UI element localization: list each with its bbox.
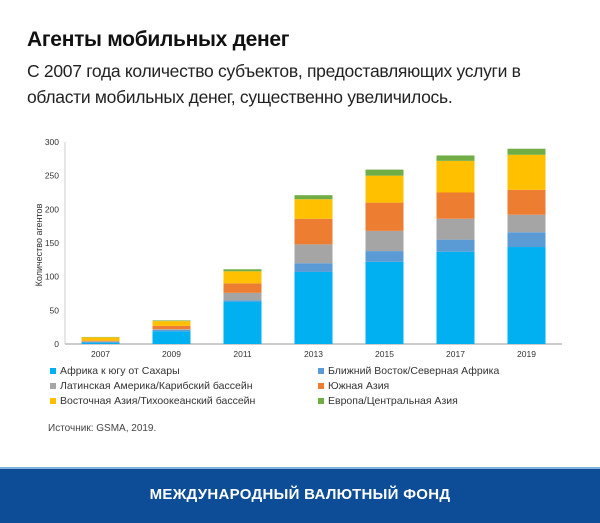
legend-label: Ближний Восток/Северная Африка [328, 365, 500, 377]
legend-label: Восточная Азия/Тихоокеанский бассейн [60, 395, 256, 407]
x-tick-label: 2011 [233, 349, 252, 359]
legend-label: Африка к югу от Сахары [60, 365, 180, 377]
x-tick-label: 2015 [375, 349, 394, 359]
bar-segment-2009-series-0 [152, 331, 191, 344]
bar-segment-2017-series-5 [436, 155, 475, 161]
bar-segment-2009-series-2 [152, 329, 191, 330]
bar-segment-2011-series-5 [223, 269, 262, 272]
bar-segment-2017-series-3 [436, 192, 475, 219]
bar-segment-2015-series-5 [365, 169, 404, 176]
bar-segment-2015-series-2 [365, 230, 404, 252]
bar-segment-2009-series-4 [152, 321, 191, 326]
bar-segment-2011-series-1 [223, 300, 262, 302]
legend-swatch [318, 398, 324, 405]
bar-segment-2011-series-2 [223, 292, 262, 301]
source-note: Источник: GSMA, 2019. [48, 423, 157, 434]
bar-segment-2013-series-3 [294, 218, 333, 245]
bar-segment-2019-series-0 [507, 247, 546, 344]
x-tick-label: 2013 [304, 349, 323, 359]
bar-segment-2007-series-0 [81, 342, 120, 344]
bar-segment-2019-series-2 [507, 214, 546, 233]
bar-segment-2007-series-4 [81, 337, 120, 341]
legend-item: Восточная Азия/Тихоокеанский бассейн [50, 395, 255, 407]
page-subtitle: С 2007 года количество субъектов, предос… [27, 61, 521, 107]
footer-banner: МЕЖДУНАРОДНЫЙ ВАЛЮТНЫЙ ФОНД [0, 467, 600, 523]
bar-segment-2019-series-4 [507, 154, 546, 190]
x-tick-label: 2009 [162, 349, 181, 359]
bar-segment-2017-series-2 [436, 218, 475, 240]
bar-segment-2013-series-2 [294, 244, 333, 264]
y-tick-label: 0 [54, 339, 59, 349]
legend-swatch [318, 368, 324, 375]
bar-segment-2011-series-0 [223, 301, 262, 344]
legend-swatch [318, 383, 324, 390]
y-tick-label: 50 [50, 305, 60, 315]
page-title: Агенты мобильных денег [27, 28, 290, 51]
y-tick-label: 150 [45, 238, 59, 248]
x-tick-label: 2017 [446, 349, 465, 359]
y-tick-label: 300 [45, 137, 59, 147]
legend-item: Ближний Восток/Северная Африка [318, 365, 499, 377]
bar-segment-2009-series-1 [152, 329, 191, 332]
legend-item: Южная Азия [318, 380, 389, 392]
bar-segment-2013-series-5 [294, 195, 333, 200]
bar-segment-2017-series-4 [436, 160, 475, 193]
legend-swatch [50, 368, 56, 375]
y-tick-label: 200 [45, 204, 59, 214]
bar-segment-2017-series-1 [436, 239, 475, 252]
legend-item: Европа/Центральная Азия [318, 395, 458, 407]
footer-org-name: МЕЖДУНАРОДНЫЙ ВАЛЮТНЫЙ ФОНД [149, 486, 451, 503]
x-tick-label: 2007 [91, 349, 110, 359]
bar-segment-2007-series-3 [81, 340, 120, 342]
x-tick-label: 2019 [517, 349, 536, 359]
bar-segment-2019-series-3 [507, 189, 546, 215]
bar-segment-2009-series-5 [152, 320, 191, 322]
bar-segment-2013-series-4 [294, 199, 333, 219]
legend-label: Европа/Центральная Азия [328, 395, 458, 407]
bar-segment-2007-series-2 [81, 341, 120, 342]
legend-item: Африка к югу от Сахары [50, 365, 180, 377]
y-tick-label: 100 [45, 272, 59, 282]
legend-label: Латинская Америка/Карибский бассейн [60, 380, 253, 392]
stacked-bar-chart: 0 50 100 150 200 250 300 2007 2009 2011 2013 2015 20… [34, 137, 562, 359]
bar-segment-2015-series-3 [365, 202, 404, 231]
bar-segment-2009-series-3 [152, 325, 191, 330]
bar-segment-2015-series-0 [365, 261, 404, 344]
bar-segment-2019-series-5 [507, 148, 546, 155]
legend-swatch [50, 383, 56, 390]
legend-swatch [50, 398, 56, 405]
bar-segment-2015-series-4 [365, 175, 404, 203]
bar-segment-2017-series-0 [436, 251, 475, 344]
bar-segment-2011-series-3 [223, 283, 262, 293]
legend-item: Латинская Америка/Карибский бассейн [50, 380, 253, 392]
y-tick-label: 250 [45, 171, 59, 181]
bar-segment-2013-series-1 [294, 263, 333, 272]
bar-segment-2019-series-1 [507, 232, 546, 248]
legend-label: Южная Азия [328, 380, 390, 392]
bar-segment-2015-series-1 [365, 251, 404, 262]
y-axis-label: Количество агентов [34, 203, 44, 286]
bar-segment-2007-series-1 [81, 341, 120, 343]
bar-segment-2011-series-4 [223, 271, 262, 284]
bar-segment-2013-series-0 [294, 271, 333, 344]
